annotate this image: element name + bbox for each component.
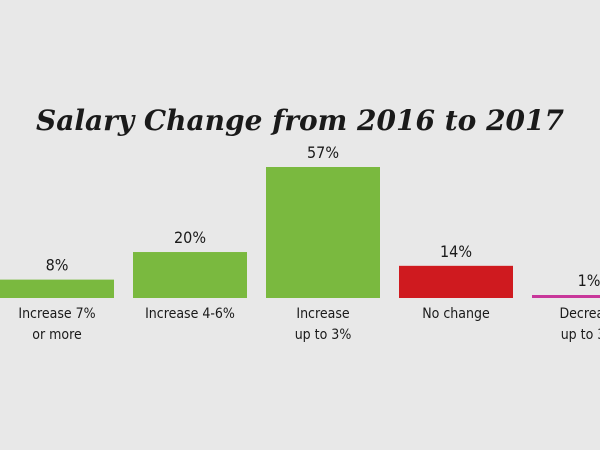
bar-2	[266, 167, 380, 298]
category-labels-group: Increase 7% or more Increase 4-6% Increase u…	[18, 306, 600, 343]
category-label-4-line-1: up to 3%	[561, 327, 600, 343]
value-label-4: 1%	[578, 271, 600, 290]
value-labels-group: 8% 20% 57% 14% 1%	[46, 143, 600, 290]
bars-group	[0, 167, 600, 298]
value-label-2: 57%	[307, 143, 339, 162]
chart-title: Salary Change from 2016 to 2017	[35, 104, 564, 137]
category-label-2-line-0: Increase	[296, 306, 350, 322]
category-label-0-line-1: or more	[32, 327, 82, 343]
category-label-0-line-0: Increase 7%	[18, 306, 95, 322]
bar-0	[0, 279, 114, 298]
value-label-3: 14%	[440, 242, 472, 261]
bar-4	[532, 295, 600, 298]
bar-3	[399, 265, 513, 298]
category-label-4-line-0: Decrease	[559, 306, 600, 322]
value-label-1: 20%	[174, 228, 206, 247]
value-label-0: 8%	[46, 256, 69, 275]
category-label-3-line-0: No change	[422, 306, 490, 322]
category-label-1-line-0: Increase 4-6%	[145, 306, 235, 322]
category-label-2-line-1: up to 3%	[295, 327, 352, 343]
bar-1	[133, 252, 247, 298]
